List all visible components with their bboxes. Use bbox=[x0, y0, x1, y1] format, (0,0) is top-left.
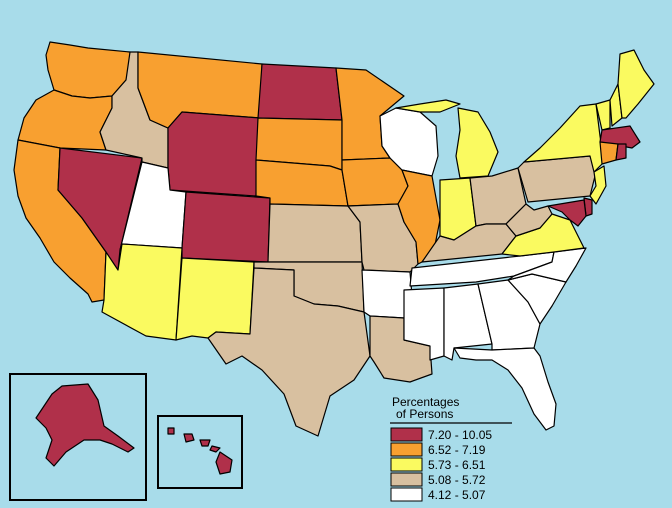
state-ks bbox=[267, 203, 363, 263]
legend-label: 5.73 - 6.51 bbox=[428, 458, 486, 472]
state-ny bbox=[523, 103, 605, 173]
state-co bbox=[181, 191, 271, 263]
state-nj bbox=[589, 165, 607, 205]
legend-label: 4.12 - 5.07 bbox=[428, 488, 486, 502]
state-tx bbox=[207, 267, 371, 437]
state-il bbox=[397, 169, 441, 265]
legend-swatch bbox=[390, 427, 423, 442]
legend-swatch bbox=[390, 487, 423, 502]
alaska-inset-frame bbox=[9, 373, 147, 501]
legend-label: 5.08 - 5.72 bbox=[428, 473, 486, 487]
state-nc bbox=[507, 247, 587, 283]
state-fl bbox=[453, 347, 557, 431]
hawaii-inset-frame bbox=[157, 415, 243, 489]
legend-swatch bbox=[390, 442, 423, 457]
state-ct bbox=[599, 141, 619, 165]
state-ri bbox=[615, 143, 627, 161]
state-hi bbox=[167, 427, 233, 475]
legend-label: 6.52 - 7.19 bbox=[428, 443, 486, 457]
state-ne bbox=[255, 159, 349, 207]
state-nd bbox=[257, 63, 343, 121]
state-nm bbox=[175, 257, 255, 341]
legend-items: 7.20 - 10.056.52 - 7.195.73 - 6.515.08 -… bbox=[390, 427, 492, 502]
state-me bbox=[617, 49, 655, 119]
contiguous-states bbox=[13, 41, 655, 437]
legend-swatch bbox=[390, 472, 423, 487]
legend-title-line1: Percentages bbox=[392, 395, 459, 409]
state-md bbox=[547, 199, 587, 227]
state-wv bbox=[505, 203, 553, 237]
legend: Percentages of Persons 7.20 - 10.056.52 … bbox=[390, 395, 512, 502]
state-ma bbox=[599, 125, 641, 149]
state-pa bbox=[517, 155, 597, 203]
legend-title-line2: of Persons bbox=[396, 407, 453, 421]
legend-swatch bbox=[390, 457, 423, 472]
state-vt bbox=[595, 99, 611, 131]
state-wy bbox=[167, 111, 261, 197]
legend-label: 7.20 - 10.05 bbox=[428, 428, 492, 442]
state-ak bbox=[35, 383, 135, 467]
state-mi-up bbox=[395, 99, 461, 113]
